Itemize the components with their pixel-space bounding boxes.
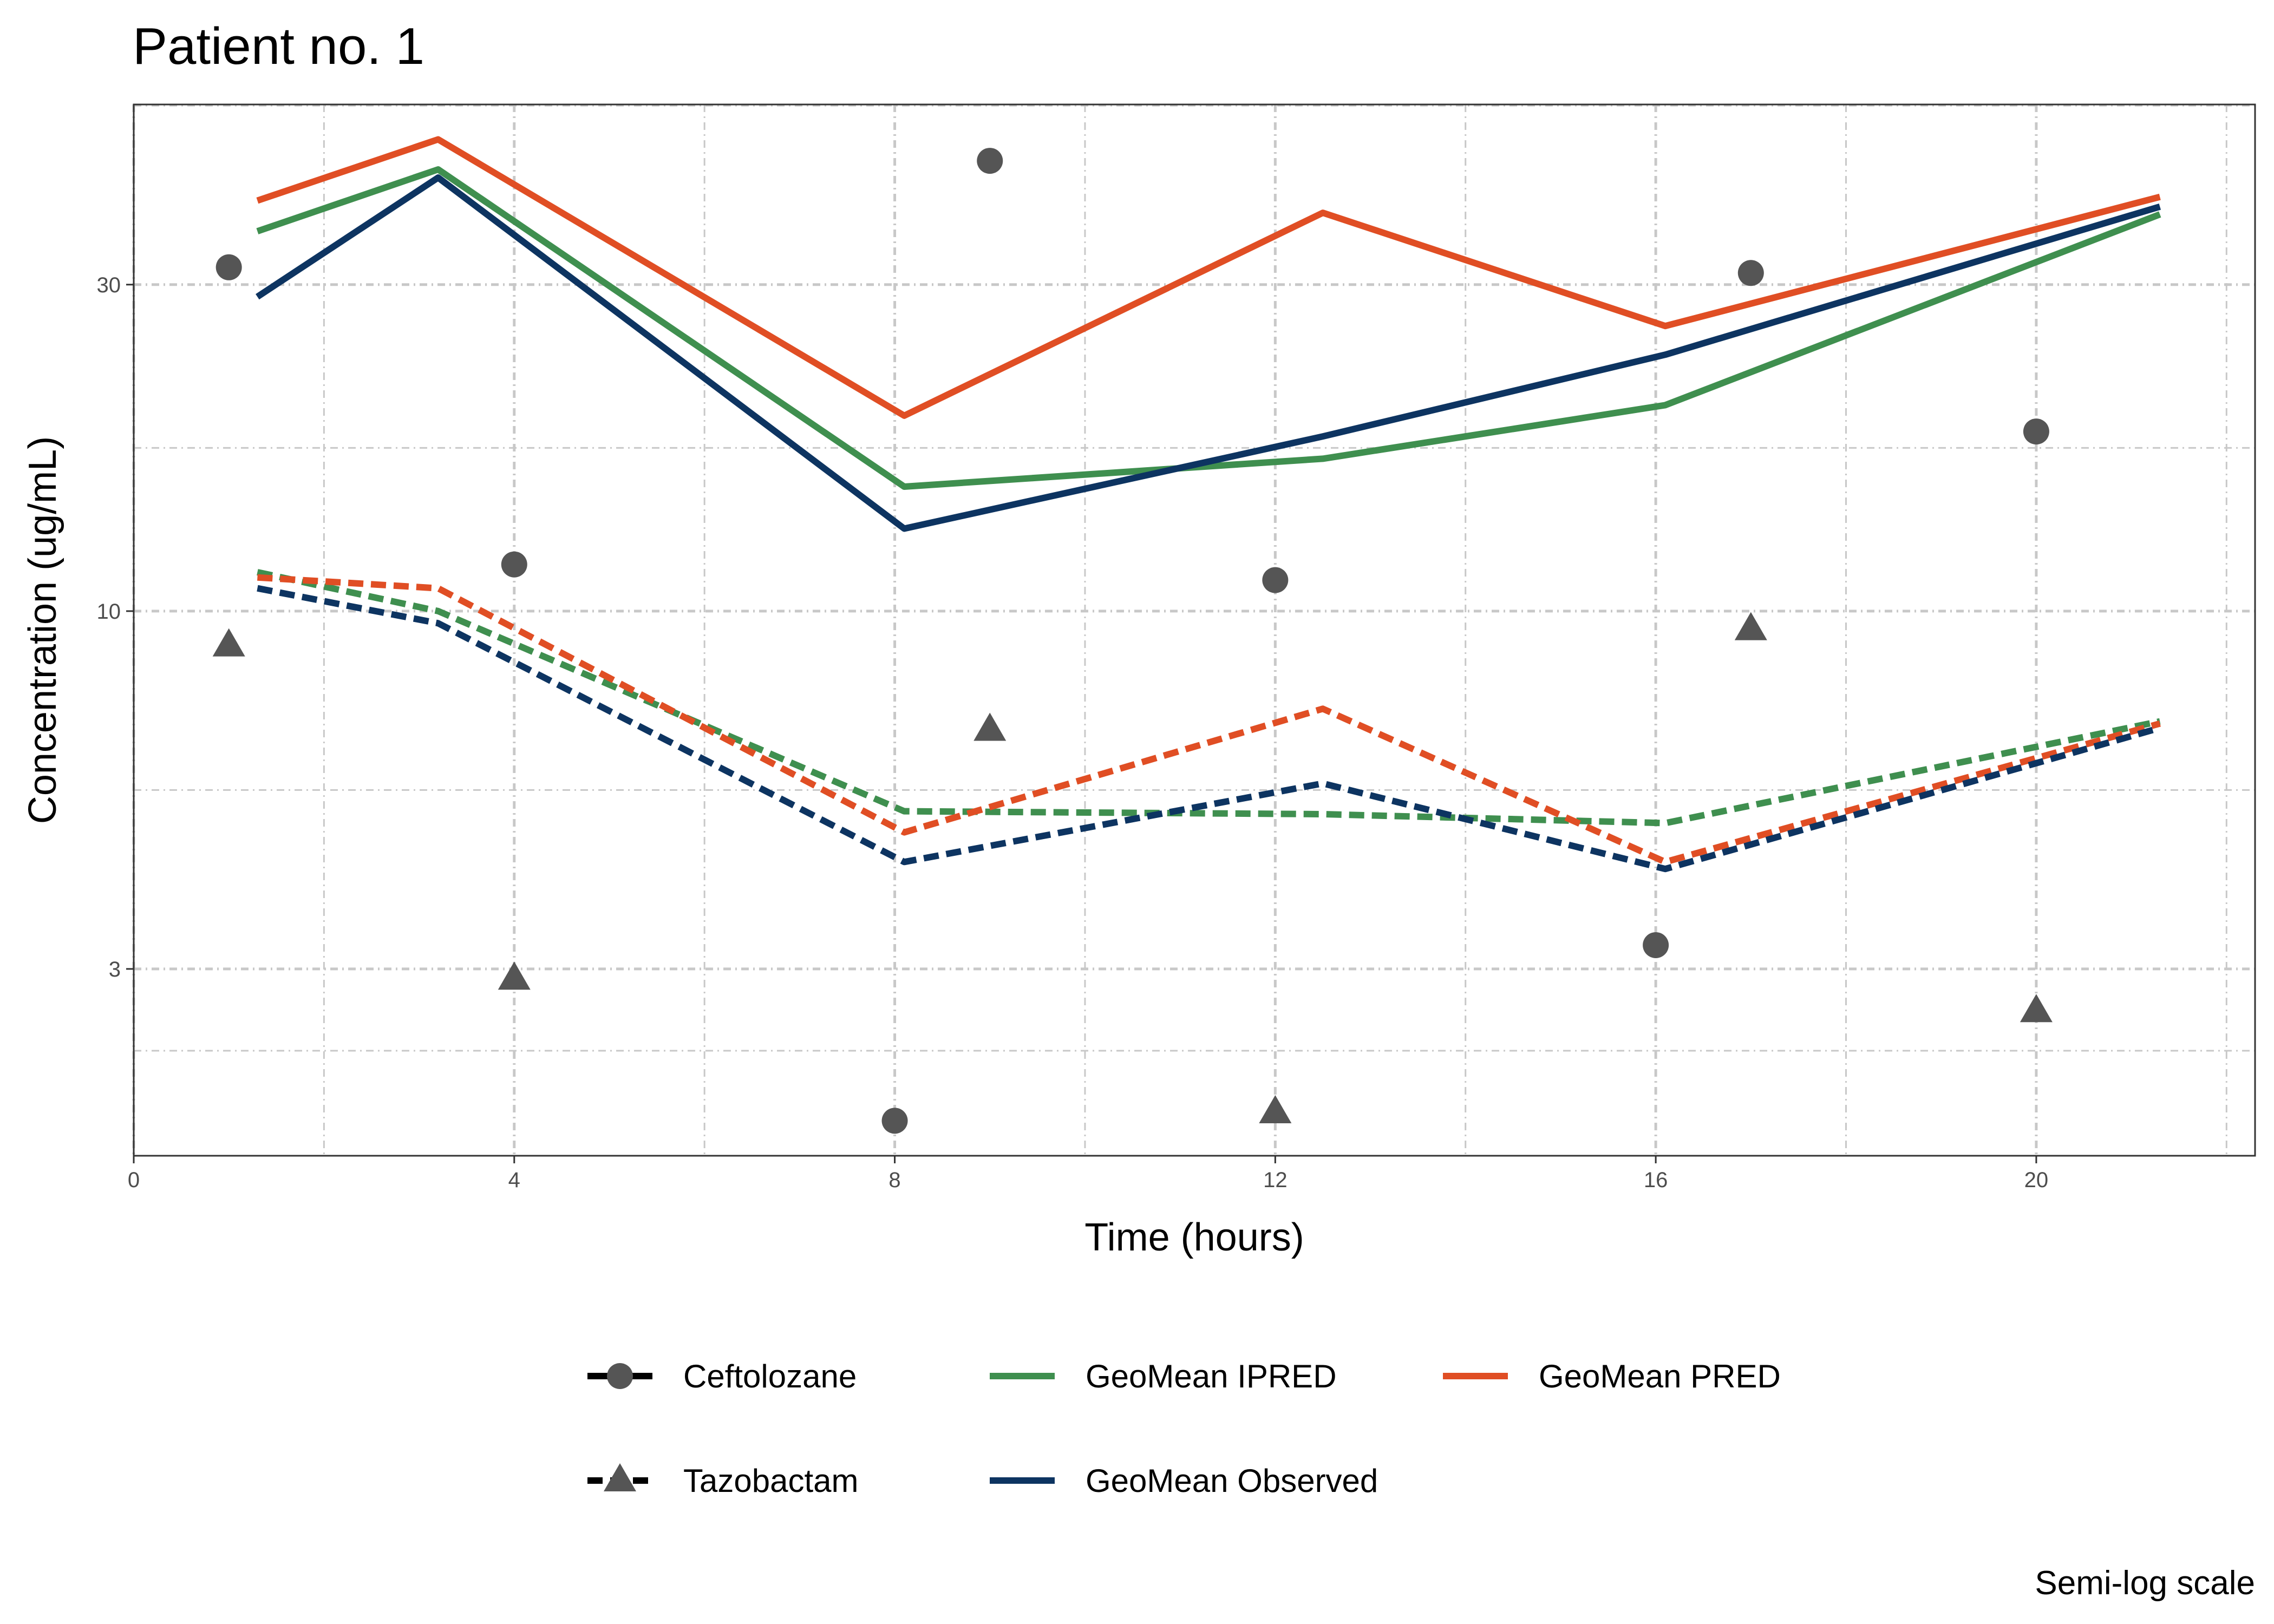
observed-point-ceftolozane bbox=[881, 1108, 908, 1134]
x-axis-label: Time (hours) bbox=[1084, 1216, 1304, 1259]
observed-point-tazobactam bbox=[498, 961, 531, 990]
chart-title: Patient no. 1 bbox=[133, 17, 424, 75]
legend-label-geomean-observed: GeoMean Observed bbox=[1086, 1463, 1378, 1499]
legend-label-geomean-ipred: GeoMean IPRED bbox=[1086, 1358, 1337, 1394]
observed-point-ceftolozane bbox=[215, 254, 242, 280]
x-tick-label: 8 bbox=[888, 1168, 900, 1192]
y-tick-label: 30 bbox=[97, 273, 121, 297]
x-tick-label: 20 bbox=[2024, 1168, 2049, 1192]
panel-background bbox=[134, 104, 2255, 1156]
legend-label-tazobactam: Tazobactam bbox=[683, 1463, 859, 1499]
observed-point-tazobactam bbox=[1734, 612, 1767, 640]
x-tick-label: 16 bbox=[1644, 1168, 1668, 1192]
series-layer bbox=[256, 136, 2161, 873]
legend-marker-tazobactam bbox=[604, 1463, 636, 1491]
observed-point-tazobactam bbox=[212, 628, 245, 657]
series-ceftolozane-geomean-observed bbox=[256, 174, 2161, 532]
y-tick-label: 10 bbox=[97, 600, 121, 624]
observed-point-ceftolozane bbox=[1262, 567, 1289, 593]
series-ceftolozane-geomean-pred bbox=[256, 136, 2161, 419]
observed-point-tazobactam bbox=[973, 712, 1007, 741]
series-tazobactam-geomean-observed bbox=[257, 585, 2161, 873]
series-tazobactam-geomean-pred bbox=[257, 574, 2161, 866]
observed-point-ceftolozane bbox=[1737, 260, 1764, 286]
x-axis-ticks: 0 4 8 12 16 20 bbox=[128, 1156, 2048, 1192]
y-axis-label: Concentration (ug/mL) bbox=[21, 436, 64, 824]
legend-marker-ceftolozane bbox=[607, 1363, 633, 1389]
points-layer bbox=[212, 148, 2053, 1134]
chart-caption: Semi-log scale bbox=[2035, 1564, 2255, 1602]
observed-point-tazobactam bbox=[1259, 1095, 1292, 1124]
panel-border bbox=[133, 103, 2256, 1157]
series-tazobactam-geomean-ipred bbox=[257, 569, 2161, 827]
observed-point-ceftolozane bbox=[501, 551, 527, 578]
observed-point-tazobactam bbox=[2020, 994, 2053, 1023]
x-tick-label: 0 bbox=[128, 1168, 140, 1192]
observed-point-ceftolozane bbox=[977, 148, 1003, 174]
y-tick-label: 3 bbox=[109, 958, 121, 981]
x-tick-label: 4 bbox=[508, 1168, 520, 1192]
grid-minor bbox=[134, 104, 2255, 1156]
legend-label-ceftolozane: Ceftolozane bbox=[683, 1358, 857, 1394]
x-tick-label: 12 bbox=[1263, 1168, 1288, 1192]
observed-point-ceftolozane bbox=[2023, 418, 2049, 445]
y-axis-ticks: 3 10 30 bbox=[97, 273, 134, 981]
series-ceftolozane-geomean-ipred bbox=[256, 166, 2161, 490]
observed-point-ceftolozane bbox=[1643, 932, 1669, 958]
legend-label-geomean-pred: GeoMean PRED bbox=[1539, 1358, 1781, 1394]
legend: Ceftolozane Tazobactam GeoMean IPRED GeoMea… bbox=[587, 1358, 1781, 1499]
